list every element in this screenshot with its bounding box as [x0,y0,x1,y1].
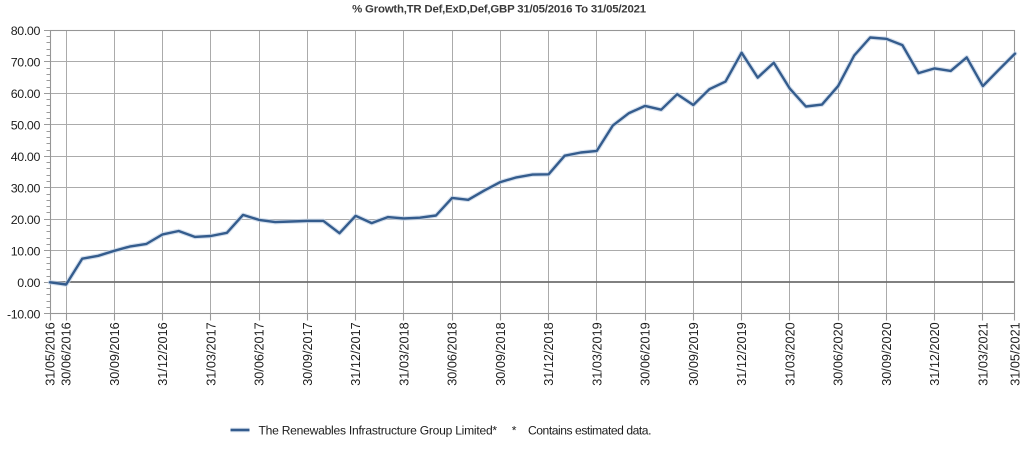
svg-text:30/09/2018: 30/09/2018 [494,322,508,386]
svg-text:31/03/2020: 31/03/2020 [783,322,797,386]
svg-text:31/12/2016: 31/12/2016 [156,322,170,386]
svg-text:30/06/2020: 30/06/2020 [832,322,846,386]
svg-text:60.00: 60.00 [11,87,41,101]
svg-text:30/09/2020: 30/09/2020 [880,322,894,386]
svg-text:30/06/2017: 30/06/2017 [253,322,267,386]
svg-text:30/06/2018: 30/06/2018 [446,322,460,386]
svg-text:31/05/2021: 31/05/2021 [1009,322,1023,386]
svg-text:*: * [512,424,517,438]
svg-text:0.00: 0.00 [17,276,40,290]
svg-text:Contains estimated data.: Contains estimated data. [528,424,651,438]
svg-text:30.00: 30.00 [11,181,41,195]
svg-text:40.00: 40.00 [11,150,41,164]
svg-text:-10.00: -10.00 [7,307,40,321]
svg-text:20.00: 20.00 [11,213,41,227]
svg-text:31/12/2020: 31/12/2020 [928,322,942,386]
svg-text:31/12/2018: 31/12/2018 [542,322,556,386]
svg-text:30/09/2019: 30/09/2019 [687,322,701,386]
svg-text:30/06/2016: 30/06/2016 [60,322,74,386]
svg-text:31/12/2019: 31/12/2019 [735,322,749,386]
svg-text:31/03/2021: 31/03/2021 [976,322,990,386]
svg-text:31/12/2017: 31/12/2017 [349,322,363,386]
svg-text:31/03/2019: 31/03/2019 [590,322,604,386]
svg-text:70.00: 70.00 [11,55,41,69]
svg-text:The Renewables Infrastructure: The Renewables Infrastructure Group Limi… [259,424,498,438]
svg-text:10.00: 10.00 [11,244,41,258]
svg-text:31/03/2018: 31/03/2018 [397,322,411,386]
svg-text:31/03/2017: 31/03/2017 [204,322,218,386]
svg-text:80.00: 80.00 [11,24,41,38]
svg-text:50.00: 50.00 [11,118,41,132]
svg-text:30/09/2017: 30/09/2017 [301,322,315,386]
svg-text:30/09/2016: 30/09/2016 [108,322,122,386]
svg-text:% Growth,TR Def,ExD,Def,GBP 31: % Growth,TR Def,ExD,Def,GBP 31/05/2016 T… [352,4,647,16]
svg-text:30/06/2019: 30/06/2019 [639,322,653,386]
svg-text:31/05/2016: 31/05/2016 [44,322,58,386]
